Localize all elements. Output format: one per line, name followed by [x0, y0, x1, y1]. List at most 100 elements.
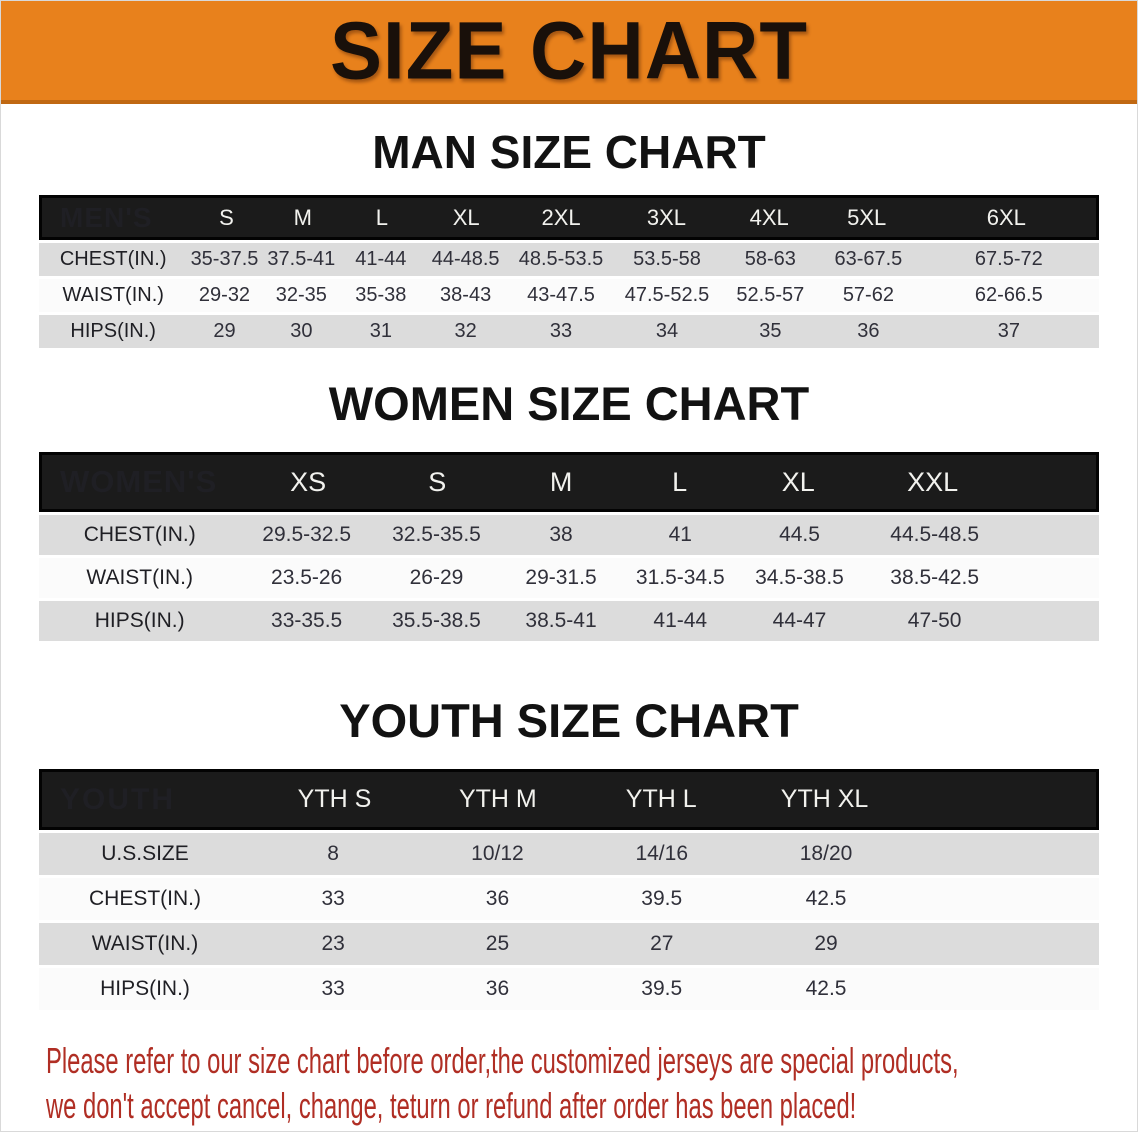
women-waist-in-xs: 23.5-26 — [271, 566, 343, 589]
women-section-heading: WOMEN SIZE CHART — [328, 377, 810, 430]
youth-table-title: YOUTH — [60, 782, 175, 816]
women-row-chest-in: CHEST(IN.) 29.5-32.5 32.5-35.5 38 41 44.5 44.5… — [39, 515, 1099, 555]
men-hips-in-4xl: 35 — [759, 320, 782, 342]
women-hips-in-xxl: 47-50 — [907, 609, 962, 632]
men-col-4xl: 4XL — [749, 204, 789, 230]
women-row-hips-in: HIPS(IN.) 33-35.5 35.5-38.5 38.5-41 41-44 44-… — [39, 601, 1099, 641]
men-waist-in-6xl: 62-66.5 — [974, 284, 1043, 306]
men-section: MAN SIZE CHART MEN'S S M L XL 2XL 3XL 4XL 5XL 6XL… — [1, 129, 1137, 348]
youth-u-s-size-yth-l: 14/16 — [635, 842, 689, 865]
youth-u-s-size-yth-s: 8 — [327, 842, 339, 865]
men-waist-in-xl: 38-43 — [440, 284, 492, 306]
men-waist-in-m: 32-35 — [275, 284, 327, 306]
men-chest-in-6xl: 67.5-72 — [974, 248, 1043, 270]
youth-chest-in-yth-xl: 42.5 — [805, 887, 847, 910]
men-row-waist-in: WAIST(IN.) 29-32 32-35 35-38 38-43 43-47.5 47.… — [39, 279, 1099, 312]
men-col-m: M — [293, 204, 312, 230]
men-hips-in-3xl: 34 — [655, 320, 679, 342]
men-section-heading: MAN SIZE CHART — [372, 126, 766, 178]
men-hips-in-l: 31 — [369, 320, 392, 342]
men-row-chest-in: CHEST(IN.) 35-37.5 37.5-41 41-44 44-48.5 48.5… — [39, 243, 1099, 276]
youth-hips-in-yth-l: 39.5 — [641, 977, 683, 1000]
women-table-title: WOMEN'S — [60, 464, 218, 499]
women-chest-in-l: 41 — [668, 523, 692, 546]
men-chest-in-3xl: 53.5-58 — [633, 248, 701, 270]
women-col-xl: XL — [781, 466, 815, 497]
men-col-2xl: 2XL — [541, 204, 581, 230]
women-hips-in-l: 41-44 — [653, 609, 708, 632]
women-hips-in-xs: 33-35.5 — [271, 609, 343, 632]
women-section: WOMEN SIZE CHART WOMEN'S XS S M L XL XXL CHEST(… — [1, 380, 1137, 641]
men-chest-in-s: 35-37.5 — [190, 248, 259, 270]
banner: SIZE CHART — [1, 1, 1137, 104]
men-row-hips-in: HIPS(IN.) 29 30 31 32 33 34 35 36 37 — [39, 315, 1099, 348]
women-hips-in-m: 38.5-41 — [525, 609, 597, 632]
men-table-title: MEN'S — [60, 201, 153, 233]
youth-col-yth-m: YTH M — [458, 785, 537, 813]
youth-chest-in-yth-l: 39.5 — [641, 887, 683, 910]
men-col-6xl: 6XL — [986, 204, 1026, 230]
men-col-xl: XL — [452, 204, 480, 230]
women-chest-in-xs: 29.5-32.5 — [262, 523, 352, 546]
youth-row-label-u-s-size: U.S.SIZE — [101, 842, 189, 865]
women-row-waist-in: WAIST(IN.) 23.5-26 26-29 29-31.5 31.5-34.5 34… — [39, 558, 1099, 598]
youth-row-chest-in: CHEST(IN.) 33 36 39.5 42.5 — [39, 878, 1099, 920]
youth-row-waist-in: WAIST(IN.) 23 25 27 29 — [39, 923, 1099, 965]
women-chest-in-xl: 44.5 — [779, 523, 820, 546]
youth-waist-in-yth-m: 25 — [485, 932, 510, 955]
men-chest-in-5xl: 63-67.5 — [834, 248, 903, 270]
youth-row-hips-in: HIPS(IN.) 33 36 39.5 42.5 — [39, 968, 1099, 1010]
men-size-table: MEN'S S M L XL 2XL 3XL 4XL 5XL 6XL CHEST(IN.) 35-37… — [39, 195, 1099, 348]
youth-u-s-size-yth-xl: 18/20 — [799, 842, 853, 865]
women-col-m: M — [549, 466, 573, 497]
youth-header-row: YOUTH YTH S YTH M YTH L YTH XL — [39, 769, 1099, 830]
men-col-s: S — [219, 204, 234, 230]
men-hips-in-5xl: 36 — [857, 320, 880, 342]
men-header-row: MEN'S S M L XL 2XL 3XL 4XL 5XL 6XL — [39, 195, 1099, 240]
women-waist-in-xl: 34.5-38.5 — [755, 566, 844, 589]
women-waist-in-l: 31.5-34.5 — [635, 566, 725, 589]
men-waist-in-2xl: 43-47.5 — [527, 284, 595, 306]
women-row-label-chest-in: CHEST(IN.) — [83, 523, 196, 546]
youth-hips-in-yth-m: 36 — [485, 977, 510, 1000]
women-row-label-waist-in: WAIST(IN.) — [86, 566, 193, 589]
men-chest-in-m: 37.5-41 — [267, 248, 336, 270]
women-waist-in-m: 29-31.5 — [525, 566, 597, 589]
youth-waist-in-yth-s: 23 — [321, 932, 345, 955]
men-waist-in-s: 29-32 — [198, 284, 251, 306]
youth-row-u-s-size: U.S.SIZE 8 10/12 14/16 18/20 — [39, 833, 1099, 875]
men-row-label-hips-in: HIPS(IN.) — [70, 320, 156, 342]
men-col-3xl: 3XL — [646, 204, 687, 230]
page-title: SIZE CHART — [330, 3, 808, 97]
men-col-l: L — [375, 204, 388, 230]
youth-row-label-chest-in: CHEST(IN.) — [89, 887, 201, 910]
women-header-row: WOMEN'S XS S M L XL XXL — [39, 452, 1099, 512]
men-waist-in-l: 35-38 — [355, 284, 407, 306]
women-chest-in-m: 38 — [549, 523, 573, 546]
men-hips-in-m: 30 — [290, 320, 313, 342]
women-waist-in-xxl: 38.5-42.5 — [890, 566, 980, 589]
men-chest-in-4xl: 58-63 — [744, 248, 796, 270]
women-chest-in-xxl: 44.5-48.5 — [890, 523, 980, 546]
youth-chest-in-yth-m: 36 — [485, 887, 510, 910]
men-chest-in-xl: 44-48.5 — [431, 248, 500, 270]
women-col-s: S — [428, 466, 447, 497]
women-row-label-hips-in: HIPS(IN.) — [94, 609, 185, 632]
men-waist-in-3xl: 47.5-52.5 — [624, 284, 710, 306]
youth-hips-in-yth-s: 33 — [321, 977, 345, 1000]
youth-size-table: YOUTH YTH S YTH M YTH L YTH XL U.S.SIZE 8 10/12… — [39, 769, 1099, 1010]
men-hips-in-6xl: 37 — [997, 320, 1020, 342]
youth-row-label-hips-in: HIPS(IN.) — [100, 977, 190, 1000]
men-row-label-chest-in: CHEST(IN.) — [59, 248, 167, 270]
men-chest-in-2xl: 48.5-53.5 — [518, 248, 604, 270]
women-col-xxl: XXL — [907, 466, 959, 497]
women-col-l: L — [672, 466, 688, 497]
women-waist-in-s: 26-29 — [409, 566, 464, 589]
youth-hips-in-yth-xl: 42.5 — [805, 977, 847, 1000]
youth-waist-in-yth-l: 27 — [650, 932, 674, 955]
youth-col-yth-s: YTH S — [297, 785, 372, 813]
women-col-xs: XS — [290, 466, 327, 497]
men-hips-in-xl: 32 — [454, 320, 477, 342]
men-row-label-waist-in: WAIST(IN.) — [62, 284, 164, 306]
youth-row-label-waist-in: WAIST(IN.) — [91, 932, 199, 955]
